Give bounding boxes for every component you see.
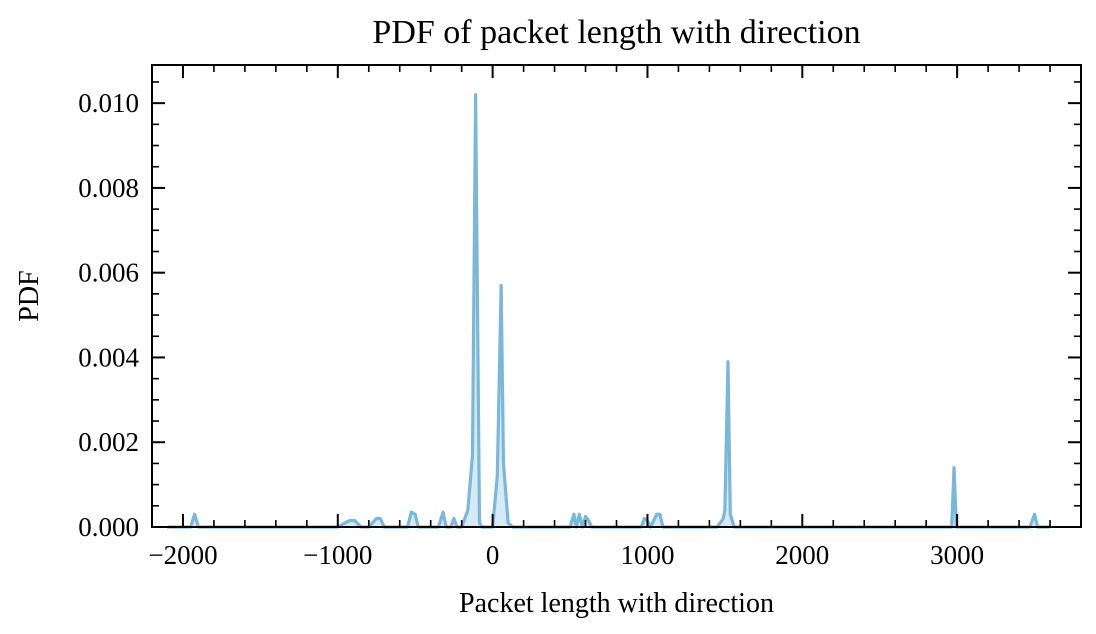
x-tick-label: −2000: [148, 540, 217, 570]
x-tick-label: 3000: [930, 540, 984, 570]
plot-area: [167, 93, 1051, 529]
y-axis-label: PDF: [14, 270, 45, 321]
plot-frame: [151, 64, 1082, 528]
series-0-line: [167, 93, 1051, 529]
y-tick-label: 0.006: [78, 258, 139, 288]
y-tick-label: 0.008: [78, 173, 139, 203]
axis-ticks: −2000 −1000 0 1000 2000 3000 0.000 0.002 0.004 0.…: [78, 65, 1082, 570]
x-tick-label: 1000: [620, 540, 674, 570]
x-axis-label: Packet length with direction: [459, 588, 774, 619]
series-0-fill: [167, 94, 1051, 528]
chart-title: PDF of packet length with direction: [372, 14, 860, 51]
y-tick-label: 0.002: [78, 427, 139, 457]
y-tick-label: 0.004: [78, 342, 139, 372]
x-tick-label: 2000: [775, 540, 829, 570]
x-tick-label: 0: [486, 540, 500, 570]
y-tick-label: 0.010: [78, 88, 139, 118]
x-tick-label: −1000: [303, 540, 372, 570]
y-tick-label: 0.000: [78, 512, 139, 542]
